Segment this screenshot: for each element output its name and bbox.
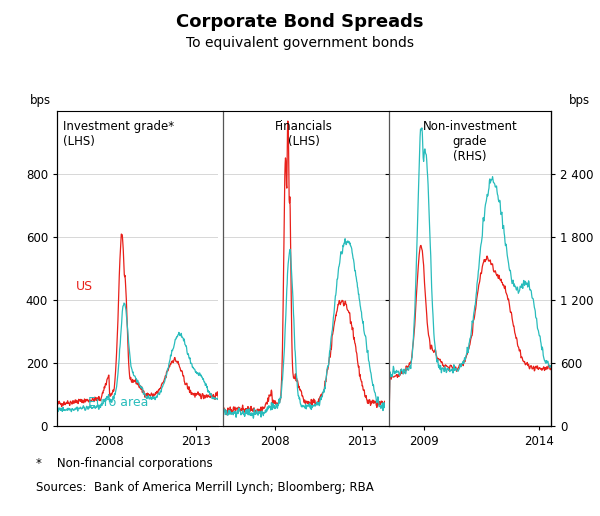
Text: Financials
(LHS): Financials (LHS) xyxy=(275,120,333,149)
Text: *    Non-financial corporations: * Non-financial corporations xyxy=(36,457,213,470)
Text: bps: bps xyxy=(30,94,51,107)
Text: To equivalent government bonds: To equivalent government bonds xyxy=(186,36,414,50)
Text: Sources:  Bank of America Merrill Lynch; Bloomberg; RBA: Sources: Bank of America Merrill Lynch; … xyxy=(36,481,374,494)
Text: Euro area: Euro area xyxy=(88,396,149,409)
Text: Non-investment
grade
(RHS): Non-investment grade (RHS) xyxy=(423,120,517,164)
Text: Corporate Bond Spreads: Corporate Bond Spreads xyxy=(176,13,424,31)
Text: US: US xyxy=(76,280,93,294)
Text: Investment grade*
(LHS): Investment grade* (LHS) xyxy=(64,120,175,149)
Text: bps: bps xyxy=(569,94,590,107)
